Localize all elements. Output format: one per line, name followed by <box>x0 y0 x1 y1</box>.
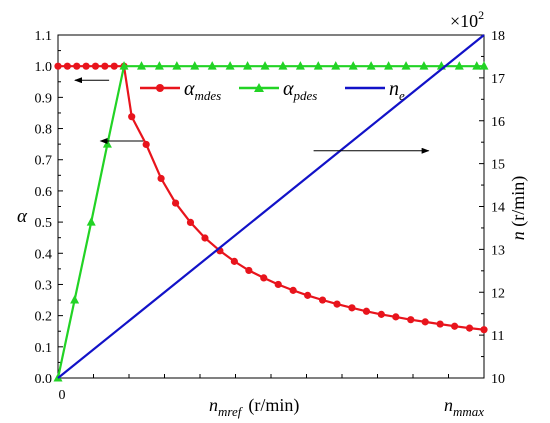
legend-label: ne <box>389 78 405 103</box>
legend: αmdes αpdes ne <box>140 78 405 103</box>
series-point-1 <box>313 61 323 70</box>
right-tick-label: 12 <box>491 286 505 301</box>
series-point-1 <box>331 61 341 70</box>
series-point-1 <box>119 61 129 70</box>
left-axis-ticks: 0.0 0.1 0.2 0.3 0.4 0.5 0.6 0.7 0.8 0.9 1.0 1.1 <box>35 29 63 387</box>
legend-swatch-marker <box>254 83 264 92</box>
series-point-1 <box>136 61 146 70</box>
series-point-1 <box>401 61 411 70</box>
series-point-0 <box>451 322 459 330</box>
left-tick-label: 0.6 <box>35 185 53 200</box>
x-axis-zero-label: 0 <box>59 388 66 403</box>
series-point-1 <box>479 61 489 70</box>
left-tick-label: 0.1 <box>35 341 53 356</box>
series-point-1 <box>260 61 270 70</box>
series-point-1 <box>278 61 288 70</box>
series-point-0 <box>245 266 253 275</box>
right-tick-label: 15 <box>491 158 505 173</box>
series-point-0 <box>73 62 81 70</box>
series-point-1 <box>102 139 112 148</box>
right-tick-label: 11 <box>491 329 504 344</box>
series-line-2 <box>57 34 485 379</box>
series-line-1 <box>56 65 484 379</box>
series-point-1 <box>154 61 164 70</box>
series-point-1 <box>86 217 96 226</box>
right-tick-label: 18 <box>491 29 505 44</box>
series-point-0 <box>318 296 327 304</box>
left-tick-label: 0.2 <box>35 310 53 325</box>
right-axis-ticks: 10 11 12 13 14 15 16 17 18 <box>479 29 505 387</box>
series-point-1 <box>384 61 394 70</box>
series-point-0 <box>82 62 90 70</box>
bottom-axis-ticks <box>93 374 449 378</box>
left-tick-label: 1.0 <box>35 60 53 75</box>
series-point-1 <box>172 61 182 70</box>
right-axis-label: n (r/min) <box>508 176 529 241</box>
left-tick-label: 1.1 <box>35 29 53 44</box>
left-tick-label: 0.5 <box>35 216 53 231</box>
legend-label: αpdes <box>283 78 317 103</box>
series-point-1 <box>70 295 80 304</box>
left-tick-label: 0.7 <box>35 154 53 169</box>
annotations <box>74 77 430 154</box>
series-point-0 <box>260 274 268 282</box>
series-point-0 <box>201 234 209 242</box>
series-point-1 <box>190 61 200 70</box>
x-axis-label: nmref (r/min) <box>209 395 299 419</box>
series-point-1 <box>243 61 253 70</box>
series-point-0 <box>348 304 356 312</box>
series-point-0 <box>480 326 488 334</box>
series-point-0 <box>377 310 385 318</box>
series-point-0 <box>91 62 100 70</box>
series-point-0 <box>142 140 150 149</box>
left-tick-label: 0.0 <box>35 372 53 387</box>
right-axis-multiplier: ×102 <box>450 8 484 31</box>
series-point-0 <box>392 313 400 321</box>
left-tick-label: 0.9 <box>35 91 53 106</box>
series-point-0 <box>289 286 297 294</box>
series-point-0 <box>421 318 429 326</box>
series-point-1 <box>348 61 358 70</box>
series-point-0 <box>230 257 238 265</box>
left-axis-label: α <box>17 206 28 227</box>
series-point-1 <box>472 61 482 70</box>
series-point-0 <box>101 62 109 70</box>
series-point-1 <box>454 61 464 70</box>
series-point-0 <box>333 300 341 308</box>
series-point-0 <box>304 291 312 299</box>
legend-swatch-marker <box>156 84 164 92</box>
left-tick-label: 0.8 <box>35 123 53 138</box>
right-tick-label: 14 <box>491 201 505 216</box>
series-point-1 <box>419 61 429 70</box>
legend-label: αmdes <box>184 78 221 103</box>
series-point-0 <box>436 320 444 328</box>
left-tick-label: 0.3 <box>35 278 53 293</box>
series-point-0 <box>465 324 474 332</box>
series-point-0 <box>362 307 371 315</box>
series-point-1 <box>366 61 376 70</box>
left-tick-label: 0.4 <box>35 247 53 262</box>
series-point-0 <box>407 316 415 324</box>
series-point-0 <box>186 218 195 227</box>
series-point-1 <box>295 61 305 70</box>
right-tick-label: 17 <box>491 72 505 87</box>
series-line-0 <box>58 65 485 331</box>
right-tick-label: 13 <box>491 243 505 258</box>
series-point-0 <box>157 174 165 183</box>
series-point-0 <box>128 113 136 121</box>
series-point-1 <box>225 61 235 70</box>
right-tick-label: 16 <box>491 115 505 130</box>
series-point-0 <box>110 62 118 70</box>
series-point-0 <box>63 62 71 70</box>
x-axis-end-label: nmmax <box>444 395 484 419</box>
right-tick-label: 10 <box>491 372 505 387</box>
series-point-1 <box>207 61 217 70</box>
series-point-0 <box>274 280 282 289</box>
series-layer <box>53 34 489 382</box>
series-point-0 <box>171 199 180 207</box>
series-point-0 <box>54 62 62 70</box>
